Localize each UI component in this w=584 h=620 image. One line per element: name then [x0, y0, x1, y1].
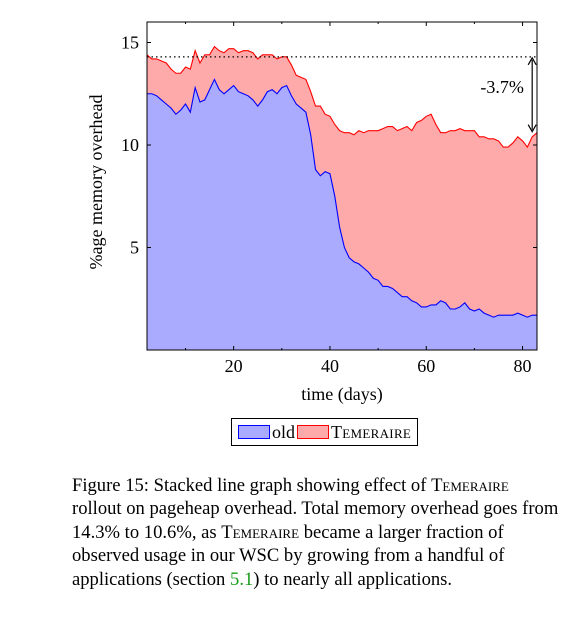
caption-product-name: Temeraire [431, 475, 509, 496]
series-area-old [147, 79, 537, 351]
caption-text: ) to nearly all applications. [253, 568, 453, 590]
caption-section-link[interactable]: 5.1 [230, 568, 254, 590]
annotation-arrowhead-bottom [527, 124, 537, 133]
legend-swatch-temeraire [297, 425, 330, 439]
legend-label-old: old [272, 421, 296, 442]
plot-frame [146, 21, 538, 351]
caption-text: Stacked line graph showing effect of [148, 475, 432, 496]
caption-text: rollout on pageheap overhead. Total memo… [72, 498, 559, 543]
x-axis-ticks: 20 40 60 80 [185, 22, 532, 376]
series-line-old [147, 78, 537, 318]
annotation-arrowhead-top [527, 56, 537, 66]
y-tick-label: 5 [130, 238, 139, 258]
annotation-label: -3.7% [480, 77, 524, 97]
series-line-temeraire [146, 45, 538, 149]
series-area-temeraire [147, 46, 537, 318]
caption-text: became a larger fraction of observed usa… [72, 521, 505, 590]
y-tick-label: 10 [121, 135, 139, 155]
figure-caption: Figure 15: Stacked line graph showing ef… [72, 474, 560, 591]
legend-swatch-old [238, 425, 270, 439]
legend-label-temeraire: Temeraire [331, 421, 412, 442]
x-tick-label: 40 [321, 356, 339, 376]
chart-lines [146, 45, 538, 318]
caption-product-name: Temeraire [221, 521, 300, 543]
y-tick-label: 15 [121, 33, 139, 53]
x-tick-label: 80 [514, 356, 532, 376]
stacked-area-chart: 20 40 60 80 5 10 15 -3.7% time (days) %age me… [86, 21, 538, 405]
x-tick-label: 20 [225, 356, 243, 376]
y-axis-label: %age memory overhead [86, 95, 106, 270]
x-axis-label: time (days) [301, 384, 382, 405]
x-tick-label: 60 [417, 356, 435, 376]
y-axis-ticks: 5 10 15 [121, 33, 537, 258]
chart-legend: old Temeraire [231, 418, 419, 446]
chart-areas [147, 46, 537, 351]
annotation-arrow [527, 56, 537, 133]
caption-label: Figure 15: [72, 475, 149, 496]
